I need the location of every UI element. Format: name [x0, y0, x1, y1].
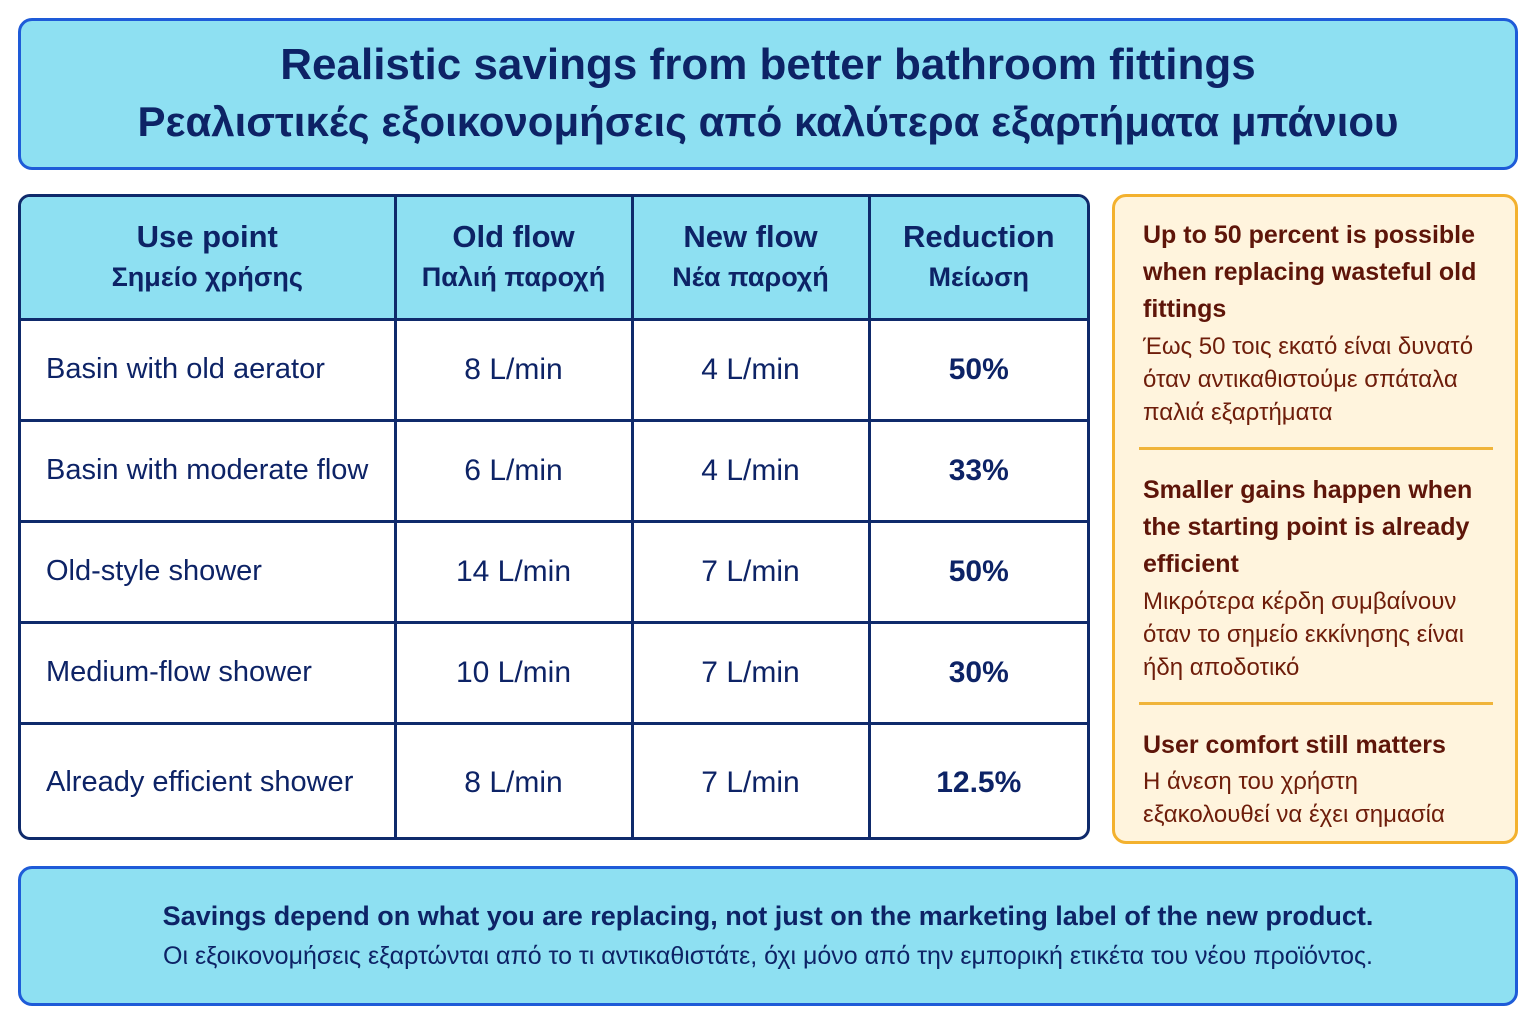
notes-panel: Up to 50 percent is possible when replac…	[1112, 194, 1518, 844]
note-item: Up to 50 percent is possible when replac…	[1143, 217, 1491, 429]
old-flow-cell: 8 L/min	[393, 317, 634, 422]
title-greek: Ρεαλιστικές εξοικονομήσεις από καλύτερα …	[137, 98, 1399, 145]
title-english: Realistic savings from better bathroom f…	[280, 40, 1256, 89]
new-flow-cell: 4 L/min	[630, 418, 871, 523]
new-flow-cell: 7 L/min	[630, 721, 871, 837]
column-header-reduction: Reduction Μείωση	[867, 197, 1087, 321]
use-point-cell: Basin with old aerator	[21, 317, 397, 422]
note-heading: Up to 50 percent is possible when replac…	[1143, 221, 1477, 323]
table-header-row: Use point Σημείο χρήσης Old flow Παλιή π…	[21, 197, 1087, 321]
old-flow-cell: 6 L/min	[393, 418, 634, 523]
column-header-label-greek: Σημείο χρήσης	[111, 262, 303, 293]
title-banner: Realistic savings from better bathroom f…	[18, 18, 1518, 170]
column-header-label-greek: Μείωση	[928, 262, 1030, 293]
reduction-cell: 50%	[867, 317, 1087, 422]
note-text-greek: Η άνεση του χρήστη εξακολουθεί να έχει σ…	[1143, 768, 1445, 828]
column-header-label: Use point	[136, 219, 278, 255]
table-row: Old-style shower 14 L/min 7 L/min 50%	[21, 519, 1087, 624]
footer-english: Savings depend on what you are replacing…	[162, 901, 1374, 931]
column-header-label: Old flow	[452, 219, 575, 255]
column-header-label: New flow	[683, 219, 818, 255]
note-text-greek: Έως 50 τοις εκατό είναι δυνατό όταν αντι…	[1143, 333, 1474, 426]
note-item: User comfort still matters Η άνεση του χ…	[1143, 727, 1491, 831]
note-heading: Smaller gains happen when the starting p…	[1143, 476, 1473, 578]
reduction-cell: 33%	[867, 418, 1087, 523]
column-header-label-greek: Νέα παροχή	[672, 262, 829, 293]
note-heading: User comfort still matters	[1143, 731, 1446, 759]
use-point-cell: Old-style shower	[21, 519, 397, 624]
old-flow-cell: 8 L/min	[393, 721, 634, 837]
column-header-label-greek: Παλιή παροχή	[421, 262, 606, 293]
footer-greek: Οι εξοικονομήσεις εξαρτώνται από το τι α…	[163, 942, 1373, 970]
savings-table: Use point Σημείο χρήσης Old flow Παλιή π…	[18, 194, 1090, 840]
note-text-greek: Μικρότερα κέρδη συμβαίνουν όταν το σημεί…	[1143, 588, 1464, 681]
column-header-use-point: Use point Σημείο χρήσης	[21, 197, 397, 321]
reduction-cell: 12.5%	[867, 721, 1087, 837]
column-header-old-flow: Old flow Παλιή παροχή	[393, 197, 634, 321]
new-flow-cell: 7 L/min	[630, 620, 871, 725]
note-divider	[1139, 702, 1493, 705]
use-point-cell: Medium-flow shower	[21, 620, 397, 725]
old-flow-cell: 14 L/min	[393, 519, 634, 624]
table-row: Basin with old aerator 8 L/min 4 L/min 5…	[21, 317, 1087, 422]
note-item: Smaller gains happen when the starting p…	[1143, 472, 1491, 684]
new-flow-cell: 4 L/min	[630, 317, 871, 422]
new-flow-cell: 7 L/min	[630, 519, 871, 624]
old-flow-cell: 10 L/min	[393, 620, 634, 725]
use-point-cell: Already efficient shower	[21, 721, 397, 837]
footer-banner: Savings depend on what you are replacing…	[18, 866, 1518, 1006]
reduction-cell: 30%	[867, 620, 1087, 725]
table-row: Medium-flow shower 10 L/min 7 L/min 30%	[21, 620, 1087, 725]
note-divider	[1139, 447, 1493, 450]
table-row: Basin with moderate flow 6 L/min 4 L/min…	[21, 418, 1087, 523]
table-row: Already efficient shower 8 L/min 7 L/min…	[21, 721, 1087, 837]
use-point-cell: Basin with moderate flow	[21, 418, 397, 523]
column-header-new-flow: New flow Νέα παροχή	[630, 197, 871, 321]
column-header-label: Reduction	[902, 219, 1055, 255]
reduction-cell: 50%	[867, 519, 1087, 624]
